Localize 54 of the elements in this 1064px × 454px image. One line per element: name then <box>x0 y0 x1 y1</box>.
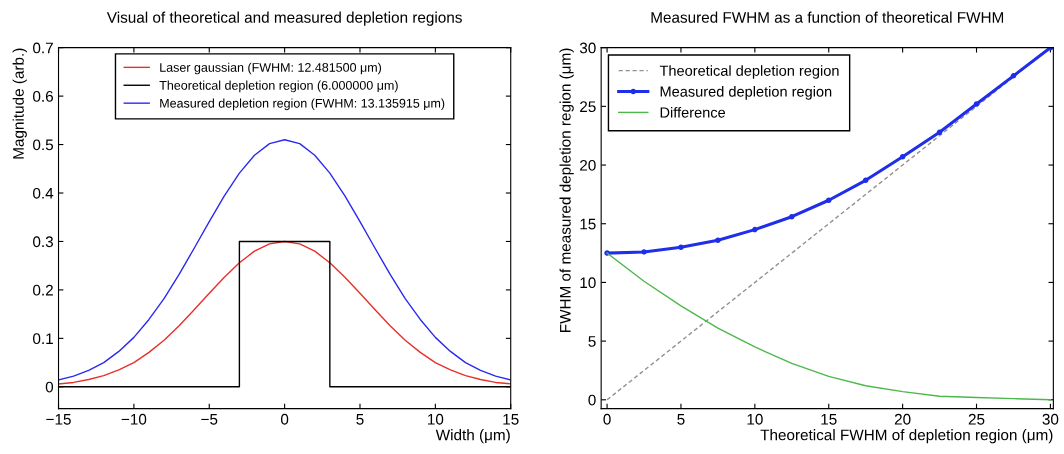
point <box>678 244 684 250</box>
x-tick-label: −5 <box>201 414 218 425</box>
y-tick-label: 0.1 <box>33 333 53 345</box>
y-tick-label: 25 <box>580 101 596 113</box>
point <box>862 177 869 184</box>
point <box>752 226 758 233</box>
point <box>899 154 906 160</box>
chart-title: Visual of theoretical and measured depletion regions <box>106 11 462 26</box>
y-tick-label: 5 <box>588 336 596 347</box>
y-tick-label: 0 <box>588 394 596 406</box>
x-tick-label: 5 <box>356 414 364 425</box>
x-axis-title: Width (μm) <box>435 429 510 444</box>
x-tick-label: 5 <box>677 414 685 425</box>
y-tick-label: 0 <box>45 381 54 393</box>
point <box>789 213 795 220</box>
legend-label: Laser gaussian (FWHM: 12.481500 μm) <box>160 62 382 75</box>
y-tick-label: 30 <box>579 42 596 54</box>
x-tick-label: 15 <box>821 414 837 425</box>
legend-label: Theoretical depletion region (6.000000 μm) <box>159 80 398 93</box>
x-tick-label: 30 <box>1042 413 1059 425</box>
y-axis-title: FWHM of measured depletion region (μm) <box>559 48 574 332</box>
point <box>936 129 943 135</box>
y-tick-label: 15 <box>580 218 596 230</box>
legend-label: Measured depletion region (FWHM: 13.135915 μm) <box>160 98 445 111</box>
line-series <box>606 252 1052 401</box>
legend-label: Measured depletion region <box>660 86 832 100</box>
y-tick-label: 0.7 <box>33 42 53 54</box>
y-tick-label: 10 <box>580 277 596 289</box>
y-tick-label: 0.2 <box>33 284 53 296</box>
y-tick-label: 20 <box>580 159 596 171</box>
x-tick-label: 0 <box>603 413 611 425</box>
legend-label: Difference <box>660 106 726 118</box>
point <box>641 249 647 255</box>
x-axis-title: Theoretical FWHM of depletion region (μm) <box>760 429 1053 444</box>
point <box>973 101 980 107</box>
line-series <box>58 139 511 381</box>
point <box>715 237 721 243</box>
x-tick-label: 25 <box>968 413 985 425</box>
y-axis-title: Magnitude (arb.) <box>12 48 27 159</box>
chart-title: Measured FWHM as a function of theoretical FWHM <box>651 11 1004 23</box>
y-tick-label: 0.5 <box>33 139 54 151</box>
x-tick-label: 10 <box>428 413 444 425</box>
x-tick-label: −10 <box>121 413 147 425</box>
x-tick-label: 0 <box>280 413 289 425</box>
point <box>1010 73 1017 79</box>
x-tick-label: 20 <box>894 413 911 425</box>
y-tick-label: 0.6 <box>33 90 53 102</box>
x-tick-label: 10 <box>747 413 763 425</box>
y-tick-label: 0.3 <box>33 236 53 248</box>
point <box>825 197 832 204</box>
legend-label: Theoretical depletion region <box>659 65 839 79</box>
y-tick-label: 0.4 <box>33 187 54 199</box>
x-tick-label: −15 <box>46 414 71 425</box>
x-tick-label: 15 <box>503 414 519 425</box>
